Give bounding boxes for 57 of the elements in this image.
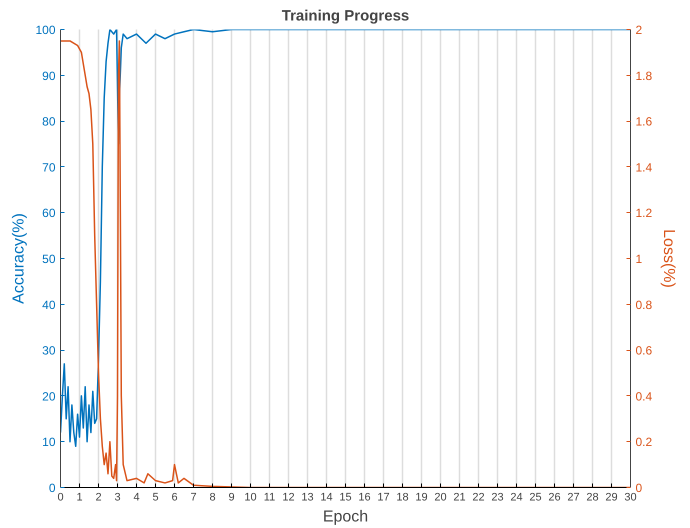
y2-axis-title: Loss(%) bbox=[660, 229, 678, 288]
y-tick-label: 30 bbox=[42, 344, 56, 358]
x-tick-label: 26 bbox=[548, 492, 561, 504]
x-tick-label: 11 bbox=[264, 492, 276, 504]
x-tick-label: 21 bbox=[453, 492, 466, 504]
y2-tick-label: 1.2 bbox=[636, 206, 653, 220]
y2-tick-label: 1.6 bbox=[636, 114, 653, 129]
y2-tick-label: 0.6 bbox=[636, 344, 653, 358]
y2-tick-label: 0.4 bbox=[636, 389, 653, 404]
x-tick-label: 17 bbox=[377, 492, 390, 504]
x-tick-label: 28 bbox=[586, 492, 599, 504]
x-tick-label: 23 bbox=[491, 492, 504, 504]
y2-tick-label: 0 bbox=[636, 481, 642, 495]
x-tick-label: 12 bbox=[282, 492, 295, 504]
x-tick-label: 4 bbox=[133, 492, 140, 504]
chart-title: Training Progress bbox=[282, 8, 410, 24]
x-tick-label: 24 bbox=[510, 492, 523, 504]
x-tick-label: 5 bbox=[152, 492, 159, 504]
x-tick-label: 8 bbox=[209, 492, 216, 504]
x-tick-label: 3 bbox=[114, 492, 121, 504]
x-tick-label: 9 bbox=[228, 492, 235, 504]
x-tick-label: 0 bbox=[57, 492, 64, 504]
x-tick-label: 16 bbox=[358, 492, 371, 504]
y-axis-title: Accuracy(%) bbox=[10, 213, 28, 304]
y2-tick-label: 2 bbox=[636, 23, 642, 37]
x-tick-label: 22 bbox=[472, 492, 485, 504]
y-tick-label: 20 bbox=[42, 389, 56, 404]
y-tick-label: 100 bbox=[35, 23, 56, 37]
x-tick-label: 18 bbox=[396, 492, 409, 504]
x-tick-label: 19 bbox=[415, 492, 428, 504]
x-tick-label: 2 bbox=[95, 492, 102, 504]
x-tick-label: 20 bbox=[434, 492, 447, 504]
y-tick-label: 40 bbox=[42, 298, 56, 312]
x-tick-label: 10 bbox=[244, 492, 257, 504]
y2-tick-label: 1 bbox=[636, 252, 642, 266]
x-tick-label: 14 bbox=[320, 492, 333, 504]
y-tick-label: 0 bbox=[48, 481, 56, 495]
x-tick-label: 29 bbox=[605, 492, 618, 504]
y2-tick-label: 1.4 bbox=[636, 160, 653, 174]
y-tick-label: 60 bbox=[42, 206, 56, 220]
x-tick-label: 30 bbox=[624, 492, 637, 504]
x-tick-label: 6 bbox=[171, 492, 178, 504]
x-tick-label: 13 bbox=[301, 492, 314, 504]
y-tick-label: 70 bbox=[42, 160, 56, 174]
x-tick-label: 1 bbox=[76, 492, 83, 504]
y-tick-label: 90 bbox=[42, 68, 56, 83]
x-tick-label: 27 bbox=[567, 492, 580, 504]
y-tick-label: 50 bbox=[42, 252, 56, 266]
x-tick-label: 15 bbox=[339, 492, 352, 504]
y2-tick-label: 0.8 bbox=[636, 298, 653, 312]
y2-tick-label: 1.8 bbox=[636, 68, 653, 83]
y-tick-label: 10 bbox=[42, 435, 56, 450]
x-axis-title: Epoch bbox=[322, 508, 368, 526]
x-tick-label: 7 bbox=[190, 492, 197, 504]
y-tick-label: 80 bbox=[42, 114, 56, 129]
x-tick-label: 25 bbox=[529, 492, 542, 504]
y2-tick-label: 0.2 bbox=[636, 435, 653, 450]
